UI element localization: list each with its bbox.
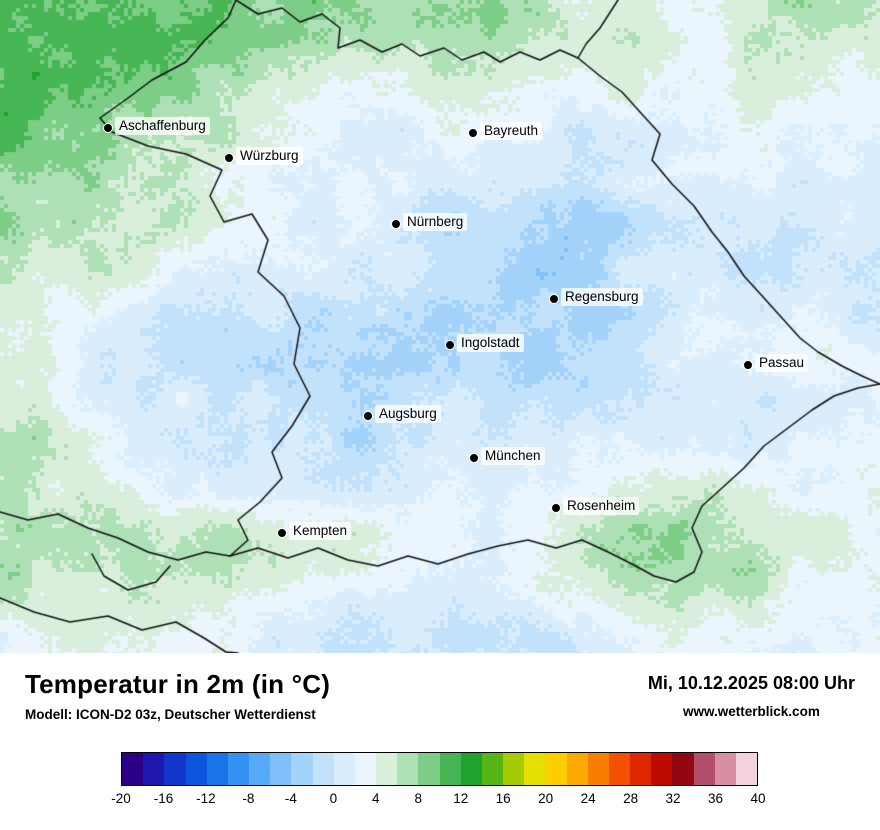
colorbar-segment (354, 753, 377, 785)
colorbar-segment (164, 753, 186, 785)
colorbar-segment (291, 753, 313, 785)
city-dot-icon (103, 123, 113, 133)
city-label: Kempten (289, 522, 352, 540)
city-label: München (481, 447, 545, 465)
colorbar-segment (503, 753, 525, 785)
colorbar-segment (714, 753, 736, 785)
model-info: Modell: ICON-D2 03z, Deutscher Wetterdie… (25, 707, 316, 722)
city-dot-icon (743, 360, 753, 370)
colorbar-tick-label: -4 (284, 791, 297, 806)
city-dot-icon (363, 411, 373, 421)
colorbar-segment (418, 753, 440, 785)
colorbar-tick-label: -12 (196, 791, 216, 806)
colorbar-segment (630, 753, 652, 785)
colorbar-segment (545, 753, 567, 785)
colorbar-tick-label: 36 (708, 791, 724, 806)
colorbar-tick-label: 20 (538, 791, 554, 806)
map-area: Aschaffenburg Würzburg Bayreuth Nürnberg Reg… (0, 0, 880, 653)
colorbar-tick-label: 12 (453, 791, 469, 806)
city-dot-icon (468, 128, 478, 138)
temperature-colorbar (121, 752, 758, 786)
city-label: Ingolstadt (457, 334, 524, 352)
city-label: Würzburg (236, 147, 303, 165)
city-label: Nürnberg (403, 213, 468, 231)
website-text: www.wetterblick.com (683, 704, 820, 719)
colorbar-tick-label: -16 (153, 791, 174, 806)
temperature-map-canvas (0, 0, 880, 653)
colorbar-tick-label: 8 (414, 791, 423, 806)
colorbar-segment (735, 753, 758, 785)
colorbar-tick-label: -8 (242, 791, 255, 806)
colorbar-tick-label: -20 (111, 791, 131, 806)
city-label: Regensburg (561, 288, 643, 306)
city-dot-icon (277, 528, 287, 538)
legend: -20 -16 -12 -8 -4 0 4 8 12 16 20 24 28 32 36 40 (111, 752, 766, 809)
colorbar-tick-label: 32 (665, 791, 681, 806)
colorbar-segment (270, 753, 292, 785)
colorbar-tick-label: 0 (329, 791, 338, 806)
colorbar-segment (312, 753, 334, 785)
colorbar-segment (227, 753, 250, 785)
city-dot-icon (445, 340, 455, 350)
city-label: Rosenheim (563, 497, 640, 515)
colorbar-segment (185, 753, 207, 785)
city-label: Passau (755, 354, 809, 372)
colorbar-segment (651, 753, 673, 785)
city-label: Aschaffenburg (115, 117, 210, 135)
colorbar-tick-label: 16 (495, 791, 511, 806)
colorbar-segment (249, 753, 271, 785)
colorbar-segment (143, 753, 165, 785)
colorbar-tick-label: 40 (750, 791, 766, 806)
colorbar-segment (333, 753, 355, 785)
footer: Temperatur in 2m (in °C) Modell: ICON-D2… (0, 653, 880, 750)
colorbar-segment (524, 753, 546, 785)
colorbar-tick-label: 4 (372, 791, 380, 806)
colorbar-segment (460, 753, 482, 785)
colorbar-segment (672, 753, 694, 785)
city-dot-icon (549, 294, 559, 304)
colorbar-segment (693, 753, 715, 785)
colorbar-segment (587, 753, 609, 785)
city-dot-icon (391, 219, 401, 229)
valid-datetime: Mi, 10.12.2025 08:00 Uhr (647, 673, 855, 693)
city-dot-icon (469, 453, 479, 463)
colorbar-tick-label: 28 (623, 791, 639, 806)
colorbar-segment (439, 753, 461, 785)
colorbar-segment (608, 753, 631, 785)
footer-left: Temperatur in 2m (in °C) Modell: ICON-D2… (25, 669, 330, 722)
map-title: Temperatur in 2m (in °C) (25, 669, 331, 699)
colorbar-segment (397, 753, 419, 785)
colorbar-segment (481, 753, 504, 785)
colorbar-segment (566, 753, 588, 785)
city-dot-icon (551, 503, 561, 513)
footer-right: Mi, 10.12.2025 08:00 Uhr www.wetterblick… (648, 669, 855, 719)
colorbar-ticks: -20 -16 -12 -8 -4 0 4 8 12 16 20 24 28 32 36 40 (111, 791, 765, 809)
city-dot-icon (224, 153, 234, 163)
colorbar-segment (206, 753, 228, 785)
colorbar-segment (122, 753, 144, 785)
colorbar-tick-label: 24 (580, 791, 596, 806)
city-label: Bayreuth (480, 122, 543, 140)
colorbar-segment (376, 753, 398, 785)
city-label: Augsburg (375, 405, 441, 423)
